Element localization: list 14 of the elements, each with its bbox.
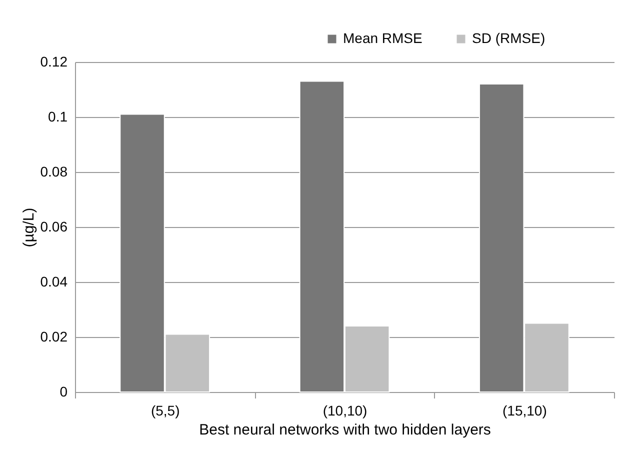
y-tick-label: 0.06 [40,218,68,234]
legend-label: SD (RMSE) [472,30,546,46]
x-tick-label: (10,10) [322,402,368,418]
legend-label: Mean RMSE [343,30,422,46]
y-tick-label: 0.04 [40,274,68,290]
y-tick-label: 0.02 [40,328,68,344]
x-tick-label: (15,10) [502,402,547,418]
y-axis-title: (µg/L) [20,208,38,248]
x-axis-title: Best neural networks with two hidden layers [199,422,491,438]
y-tick-label: 0 [60,384,68,400]
y-tick-label: 0.1 [48,108,68,124]
y-tick-label: 0.12 [40,54,68,70]
x-tick-label: (5,5) [150,402,180,418]
y-tick-label: 0.08 [40,164,68,180]
